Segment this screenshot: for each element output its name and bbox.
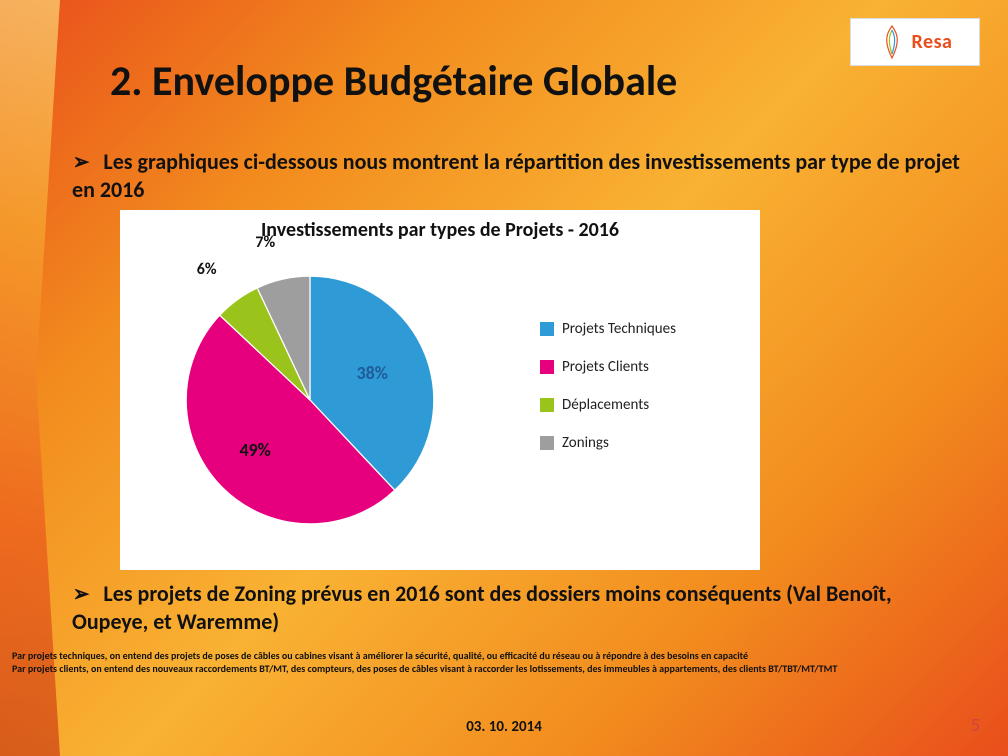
legend-swatch — [540, 398, 554, 412]
bullet-2-text: Les projets de Zoning prévus en 2016 son… — [72, 580, 892, 635]
legend-label: Projets Clients — [562, 358, 649, 376]
pie-chart: 38%49%6%7% — [180, 270, 440, 530]
bullet-1: ➢ Les graphiques ci-dessous nous montren… — [72, 148, 968, 204]
legend-item: Projets Clients — [540, 358, 676, 376]
legend-label: Zonings — [562, 434, 609, 452]
chart-panel: Investissements par types de Projets - 2… — [120, 210, 760, 570]
legend-swatch — [540, 322, 554, 336]
slide: Resa 2. Enveloppe Budgétaire Globale ➢ L… — [0, 0, 1008, 756]
chart-title: Investissements par types de Projets - 2… — [120, 218, 760, 242]
chart-legend: Projets Techniques Projets Clients Déplace… — [540, 320, 676, 472]
bullet-1-text: Les graphiques ci-dessous nous montrent … — [72, 148, 960, 203]
footnote-2: Par projets clients, on entend des nouve… — [12, 663, 996, 676]
footer-date: 03. 10. 2014 — [0, 718, 1008, 736]
brand-logo-text: Resa — [912, 30, 953, 54]
footnotes: Par projets techniques, on entend des pr… — [12, 650, 996, 675]
slide-title: 2. Enveloppe Budgétaire Globale — [110, 56, 677, 107]
page-number: 5 — [971, 714, 980, 736]
footnote-1: Par projets techniques, on entend des pr… — [12, 650, 996, 663]
legend-item: Déplacements — [540, 396, 676, 414]
legend-item: Projets Techniques — [540, 320, 676, 338]
brand-logo: Resa — [850, 18, 980, 66]
legend-swatch — [540, 436, 554, 450]
pie-data-label: 49% — [239, 439, 270, 461]
legend-label: Projets Techniques — [562, 320, 676, 338]
bullet-marker-icon: ➢ — [73, 148, 90, 176]
brand-logo-mark-icon — [878, 24, 906, 60]
pie-data-label: 38% — [356, 362, 387, 384]
bullet-2: ➢ Les projets de Zoning prévus en 2016 s… — [72, 580, 968, 636]
legend-label: Déplacements — [562, 396, 649, 414]
legend-swatch — [540, 360, 554, 374]
pie-data-label: 6% — [197, 260, 217, 279]
legend-item: Zonings — [540, 434, 676, 452]
pie-data-label: 7% — [255, 233, 275, 252]
bullet-marker-icon: ➢ — [73, 580, 90, 608]
